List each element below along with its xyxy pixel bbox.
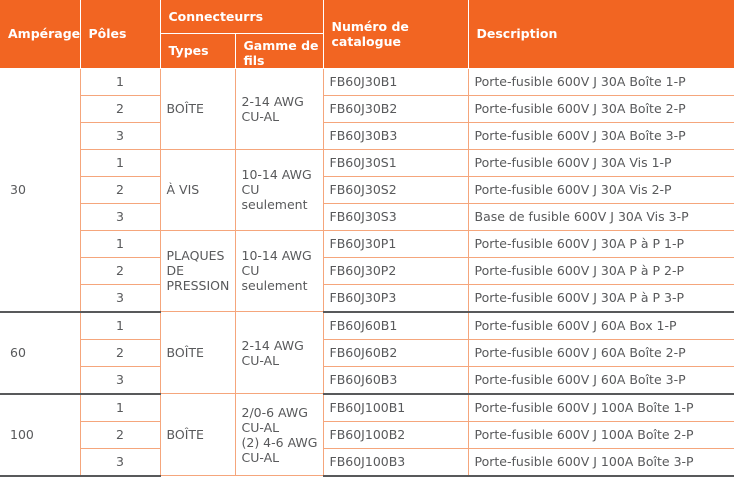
wire-range-line: (2) 4-6 AWG [241, 434, 318, 450]
connector-type-cell: BOÎTE [160, 311, 236, 394]
catalog-number-cell: FB60J60B2 [323, 339, 469, 367]
catalog-number-cell: FB60J30P2 [323, 257, 469, 285]
table-row: 2 FB60J30S2 Porte-fusible 600V J 30A Vis 2… [0, 176, 734, 204]
catalog-number-cell: FB60J30B2 [323, 95, 469, 123]
poles-cell: 2 [80, 176, 161, 204]
poles-cell: 1 [80, 393, 161, 422]
wire-range-cell: 10-14 AWG CU seulement [235, 149, 324, 231]
catalog-number-cell: FB60J30P1 [323, 230, 469, 258]
poles-cell: 3 [80, 203, 161, 231]
header-catalog-number: Numéro de catalogue [323, 0, 469, 69]
poles-cell: 2 [80, 339, 161, 367]
description-cell: Porte-fusible 600V J 30A P à P 3-P [468, 284, 734, 313]
header-wire-range: Gamme de fils [235, 33, 324, 69]
poles-cell: 3 [80, 284, 161, 313]
table-row: 2 FB60J100B2 Porte-fusible 600V J 100A Boî… [0, 421, 734, 449]
poles-cell: 3 [80, 448, 161, 477]
catalog-number-cell: FB60J100B2 [323, 421, 469, 449]
table-row: 2 FB60J30P2 Porte-fusible 600V J 30A P à P… [0, 257, 734, 285]
header-connectors: Connecteurrs [160, 0, 324, 34]
description-cell: Porte-fusible 600V J 60A Box 1-P [468, 311, 734, 340]
wire-range-cell: 2-14 AWG CU-AL [235, 311, 324, 394]
catalog-number-cell: FB60J60B1 [323, 311, 469, 340]
table-row: 60 1 BOÎTE 2-14 AWG CU-AL FB60J60B1 Porte-fusi… [0, 311, 734, 395]
description-cell: Porte-fusible 600V J 30A P à P 2-P [468, 257, 734, 285]
connector-type-cell: PLAQUES DE PRESSION [160, 230, 236, 312]
connector-type-cell: BOÎTE [160, 68, 236, 150]
description-cell: Porte-fusible 600V J 30A Vis 2-P [468, 176, 734, 204]
connector-type-cell: À VIS [160, 149, 236, 231]
table-row: 3 FB60J30B3 Porte-fusible 600V J 30A Boîte… [0, 122, 734, 150]
catalog-number-cell: FB60J30S3 [323, 203, 469, 231]
poles-cell: 2 [80, 95, 161, 123]
header-amperage: Ampérage [0, 0, 81, 69]
table-row: 2 FB60J60B2 Porte-fusible 600V J 60A Boîte… [0, 339, 734, 367]
table-row: 3 FB60J60B3 Porte-fusible 600V J 60A Boîte… [0, 366, 734, 395]
wire-range-cell: 2-14 AWG CU-AL [235, 68, 324, 150]
wire-range-line: 10-14 AWG [241, 167, 312, 182]
table-row: 30 1 BOÎTE 2-14 AWG CU-AL FB60J30B1 Porte-fusi… [0, 68, 734, 313]
table-row: 3 FB60J30P3 Porte-fusible 600V J 30A P à P… [0, 284, 734, 313]
poles-cell: 3 [80, 122, 161, 150]
catalog-number-cell: FB60J30P3 [323, 284, 469, 313]
description-cell: Porte-fusible 600V J 30A P à P 1-P [468, 230, 734, 258]
description-cell: Porte-fusible 600V J 100A Boîte 3-P [468, 448, 734, 477]
catalog-number-cell: FB60J30S2 [323, 176, 469, 204]
catalog-number-cell: FB60J30S1 [323, 149, 469, 177]
description-cell: Porte-fusible 600V J 60A Boîte 3-P [468, 366, 734, 395]
description-cell: Porte-fusible 600V J 100A Boîte 2-P [468, 421, 734, 449]
catalog-number-cell: FB60J100B3 [323, 448, 469, 477]
wire-range-cell: 10-14 AWG CU seulement [235, 230, 324, 312]
catalog-number-cell: FB60J100B1 [323, 393, 469, 422]
wire-range-line: CU-AL [241, 419, 280, 435]
poles-cell: 1 [80, 230, 161, 258]
catalog-number-cell: FB60J60B3 [323, 366, 469, 395]
wire-range-line: seulement [241, 197, 308, 212]
description-cell: Porte-fusible 600V J 60A Boîte 2-P [468, 339, 734, 367]
description-cell: Porte-fusible 600V J 30A Boîte 1-P [468, 68, 734, 96]
poles-cell: 2 [80, 257, 161, 285]
header-poles: Pôles [80, 0, 161, 69]
amperage-cell: 100 [0, 393, 81, 477]
wire-range-line: CU-AL [241, 449, 280, 465]
poles-cell: 1 [80, 149, 161, 177]
wire-range-line: 2/0-6 AWG [241, 404, 308, 420]
wire-range-line: 2-14 AWG [241, 93, 304, 109]
description-cell: Porte-fusible 600V J 30A Vis 1-P [468, 149, 734, 177]
amperage-cell: 30 [0, 68, 81, 313]
poles-cell: 2 [80, 421, 161, 449]
wire-range-line: CU-AL [241, 352, 280, 368]
table-row: 3 FB60J100B3 Porte-fusible 600V J 100A Boî… [0, 448, 734, 477]
poles-cell: 1 [80, 311, 161, 340]
poles-cell: 3 [80, 366, 161, 395]
header-description: Description [468, 0, 734, 69]
catalog-number-cell: FB60J30B1 [323, 68, 469, 96]
amperage-cell: 60 [0, 311, 81, 395]
table-row: 3 FB60J30S3 Base de fusible 600V J 30A Vis… [0, 203, 734, 231]
description-cell: Base de fusible 600V J 30A Vis 3-P [468, 203, 734, 231]
wire-range-line: CU [241, 182, 260, 197]
wire-range-line: CU [241, 263, 260, 279]
table-row: 2 FB60J30B2 Porte-fusible 600V J 30A Boîte… [0, 95, 734, 123]
table-row: 1 PLAQUES DE PRESSION 10-14 AWG CU seulement… [0, 230, 734, 312]
header-types: Types [160, 33, 236, 69]
description-cell: Porte-fusible 600V J 30A Boîte 2-P [468, 95, 734, 123]
wire-range-line: 10-14 AWG [241, 248, 312, 264]
poles-cell: 1 [80, 68, 161, 96]
description-cell: Porte-fusible 600V J 100A Boîte 1-P [468, 393, 734, 422]
wire-range-line: seulement [241, 278, 308, 294]
wire-range-line: CU-AL [241, 108, 280, 124]
table-body: 30 1 BOÎTE 2-14 AWG CU-AL FB60J30B1 Porte-fusi… [0, 68, 734, 477]
catalog-number-cell: FB60J30B3 [323, 122, 469, 150]
connector-type-cell: BOÎTE [160, 393, 236, 476]
description-cell: Porte-fusible 600V J 30A Boîte 3-P [468, 122, 734, 150]
wire-range-line: 2-14 AWG [241, 337, 304, 353]
table-row: 100 1 BOÎTE 2/0-6 AWG CU-AL (2) 4-6 AWG CU-AL F… [0, 393, 734, 477]
wire-range-cell: 2/0-6 AWG CU-AL (2) 4-6 AWG CU-AL [235, 393, 324, 476]
